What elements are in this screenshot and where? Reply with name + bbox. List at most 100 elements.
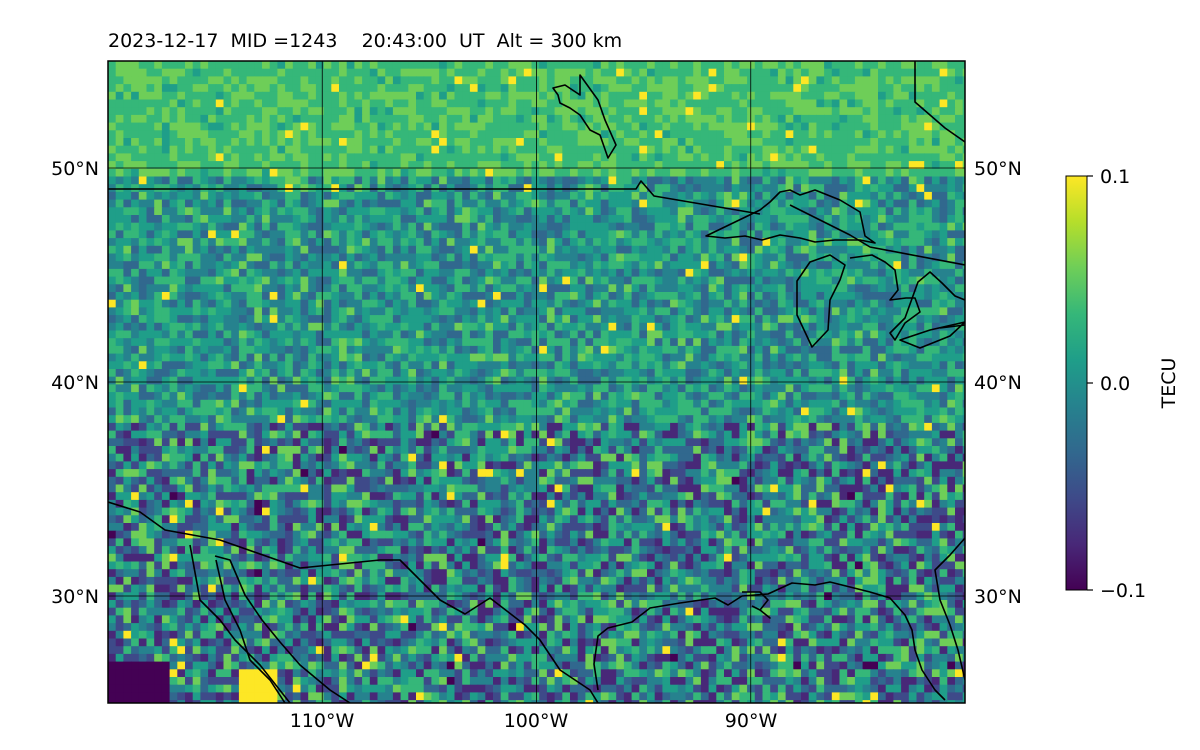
tec-cell [931, 245, 941, 255]
tec-cell [870, 299, 879, 308]
tec-cell [346, 176, 355, 185]
tec-cell [508, 168, 517, 178]
tec-cell [200, 168, 209, 178]
tec-cell [323, 292, 332, 301]
tec-cell [254, 245, 263, 255]
tec-cell [493, 153, 502, 162]
tec-cell [862, 284, 871, 293]
tec-cell [546, 107, 556, 116]
tec-cell [623, 338, 633, 347]
tec-cell [824, 199, 833, 208]
tec-cell [623, 353, 633, 362]
tec-cell [185, 207, 194, 216]
tec-cell [647, 76, 656, 85]
tec-cell [639, 238, 648, 247]
tec-cell [623, 215, 633, 224]
tec-cell [500, 292, 509, 301]
tec-cell [446, 361, 456, 370]
tec-cell [577, 215, 586, 224]
tec-cell [962, 215, 965, 224]
tec-cell [439, 276, 448, 285]
tec-cell [747, 84, 756, 93]
tec-cell [631, 399, 640, 409]
tec-cell [431, 399, 440, 409]
tec-cell [523, 353, 533, 362]
tec-cell [362, 176, 371, 185]
tec-cell [546, 153, 556, 162]
tec-cell [908, 168, 918, 178]
tec-cell [739, 114, 748, 124]
tec-cell [554, 292, 563, 301]
tec-cell [531, 392, 540, 401]
tec-cell [616, 114, 625, 124]
tec-cell [462, 222, 471, 231]
tec-cell [500, 84, 509, 93]
tec-cell [539, 91, 548, 101]
tec-cell [154, 122, 163, 131]
tec-cell [708, 76, 717, 85]
tec-cell [539, 76, 548, 85]
tec-cell [477, 168, 486, 178]
tec-cell [754, 168, 764, 178]
tec-cell [223, 384, 232, 393]
tec-cell [831, 61, 841, 70]
tec-cell [500, 207, 509, 216]
tec-cell [754, 238, 764, 247]
tec-cell [616, 384, 625, 393]
tec-cell [770, 207, 779, 216]
tec-cell [647, 114, 656, 124]
tec-cell [947, 238, 956, 247]
tec-cell [762, 76, 771, 85]
tec-cell [523, 207, 533, 216]
tec-cell [254, 153, 263, 162]
tec-cell [546, 168, 556, 178]
tec-cell [161, 338, 171, 347]
tec-cell [908, 184, 918, 193]
tec-cell [223, 61, 232, 70]
tec-cell [777, 322, 787, 332]
tec-cell [346, 199, 355, 208]
tec-cell [847, 284, 856, 293]
tec-cell [854, 245, 864, 255]
tec-cell [108, 384, 117, 393]
tec-cell [854, 392, 864, 401]
tec-cell [647, 222, 656, 231]
tec-cell [262, 353, 271, 362]
tec-cell [878, 138, 887, 147]
tec-cell [323, 99, 332, 108]
tec-cell [577, 330, 586, 339]
tec-cell [408, 76, 417, 85]
tec-cell [539, 284, 548, 293]
tec-cell [269, 338, 278, 347]
tec-cell [400, 138, 409, 147]
tec-cell [454, 284, 463, 293]
tec-cell [570, 330, 579, 339]
tec-cell [539, 345, 548, 355]
tec-cell [847, 76, 856, 85]
tec-cell [223, 130, 232, 139]
tec-cell [893, 299, 902, 308]
tec-cell [400, 361, 409, 370]
tec-cell [593, 161, 602, 170]
tec-cell [223, 107, 232, 116]
tec-cell [916, 168, 925, 178]
tec-cell [839, 122, 848, 131]
tec-cell [469, 361, 479, 370]
tec-cell [747, 184, 756, 193]
tec-cell [323, 261, 332, 270]
tec-cell [177, 145, 186, 154]
tec-cell [901, 268, 910, 278]
tec-cell [469, 268, 479, 278]
tec-cell [269, 353, 278, 362]
tec-cell [693, 176, 702, 185]
tec-cell [747, 315, 756, 324]
tec-cell [516, 392, 525, 401]
tec-cell [847, 99, 856, 108]
tec-cell [924, 376, 933, 385]
tec-cell [439, 338, 448, 347]
tec-cell [146, 122, 155, 131]
tec-cell [392, 230, 402, 239]
tec-cell [115, 369, 124, 378]
tec-cell [816, 284, 825, 293]
tec-cell [770, 322, 779, 332]
